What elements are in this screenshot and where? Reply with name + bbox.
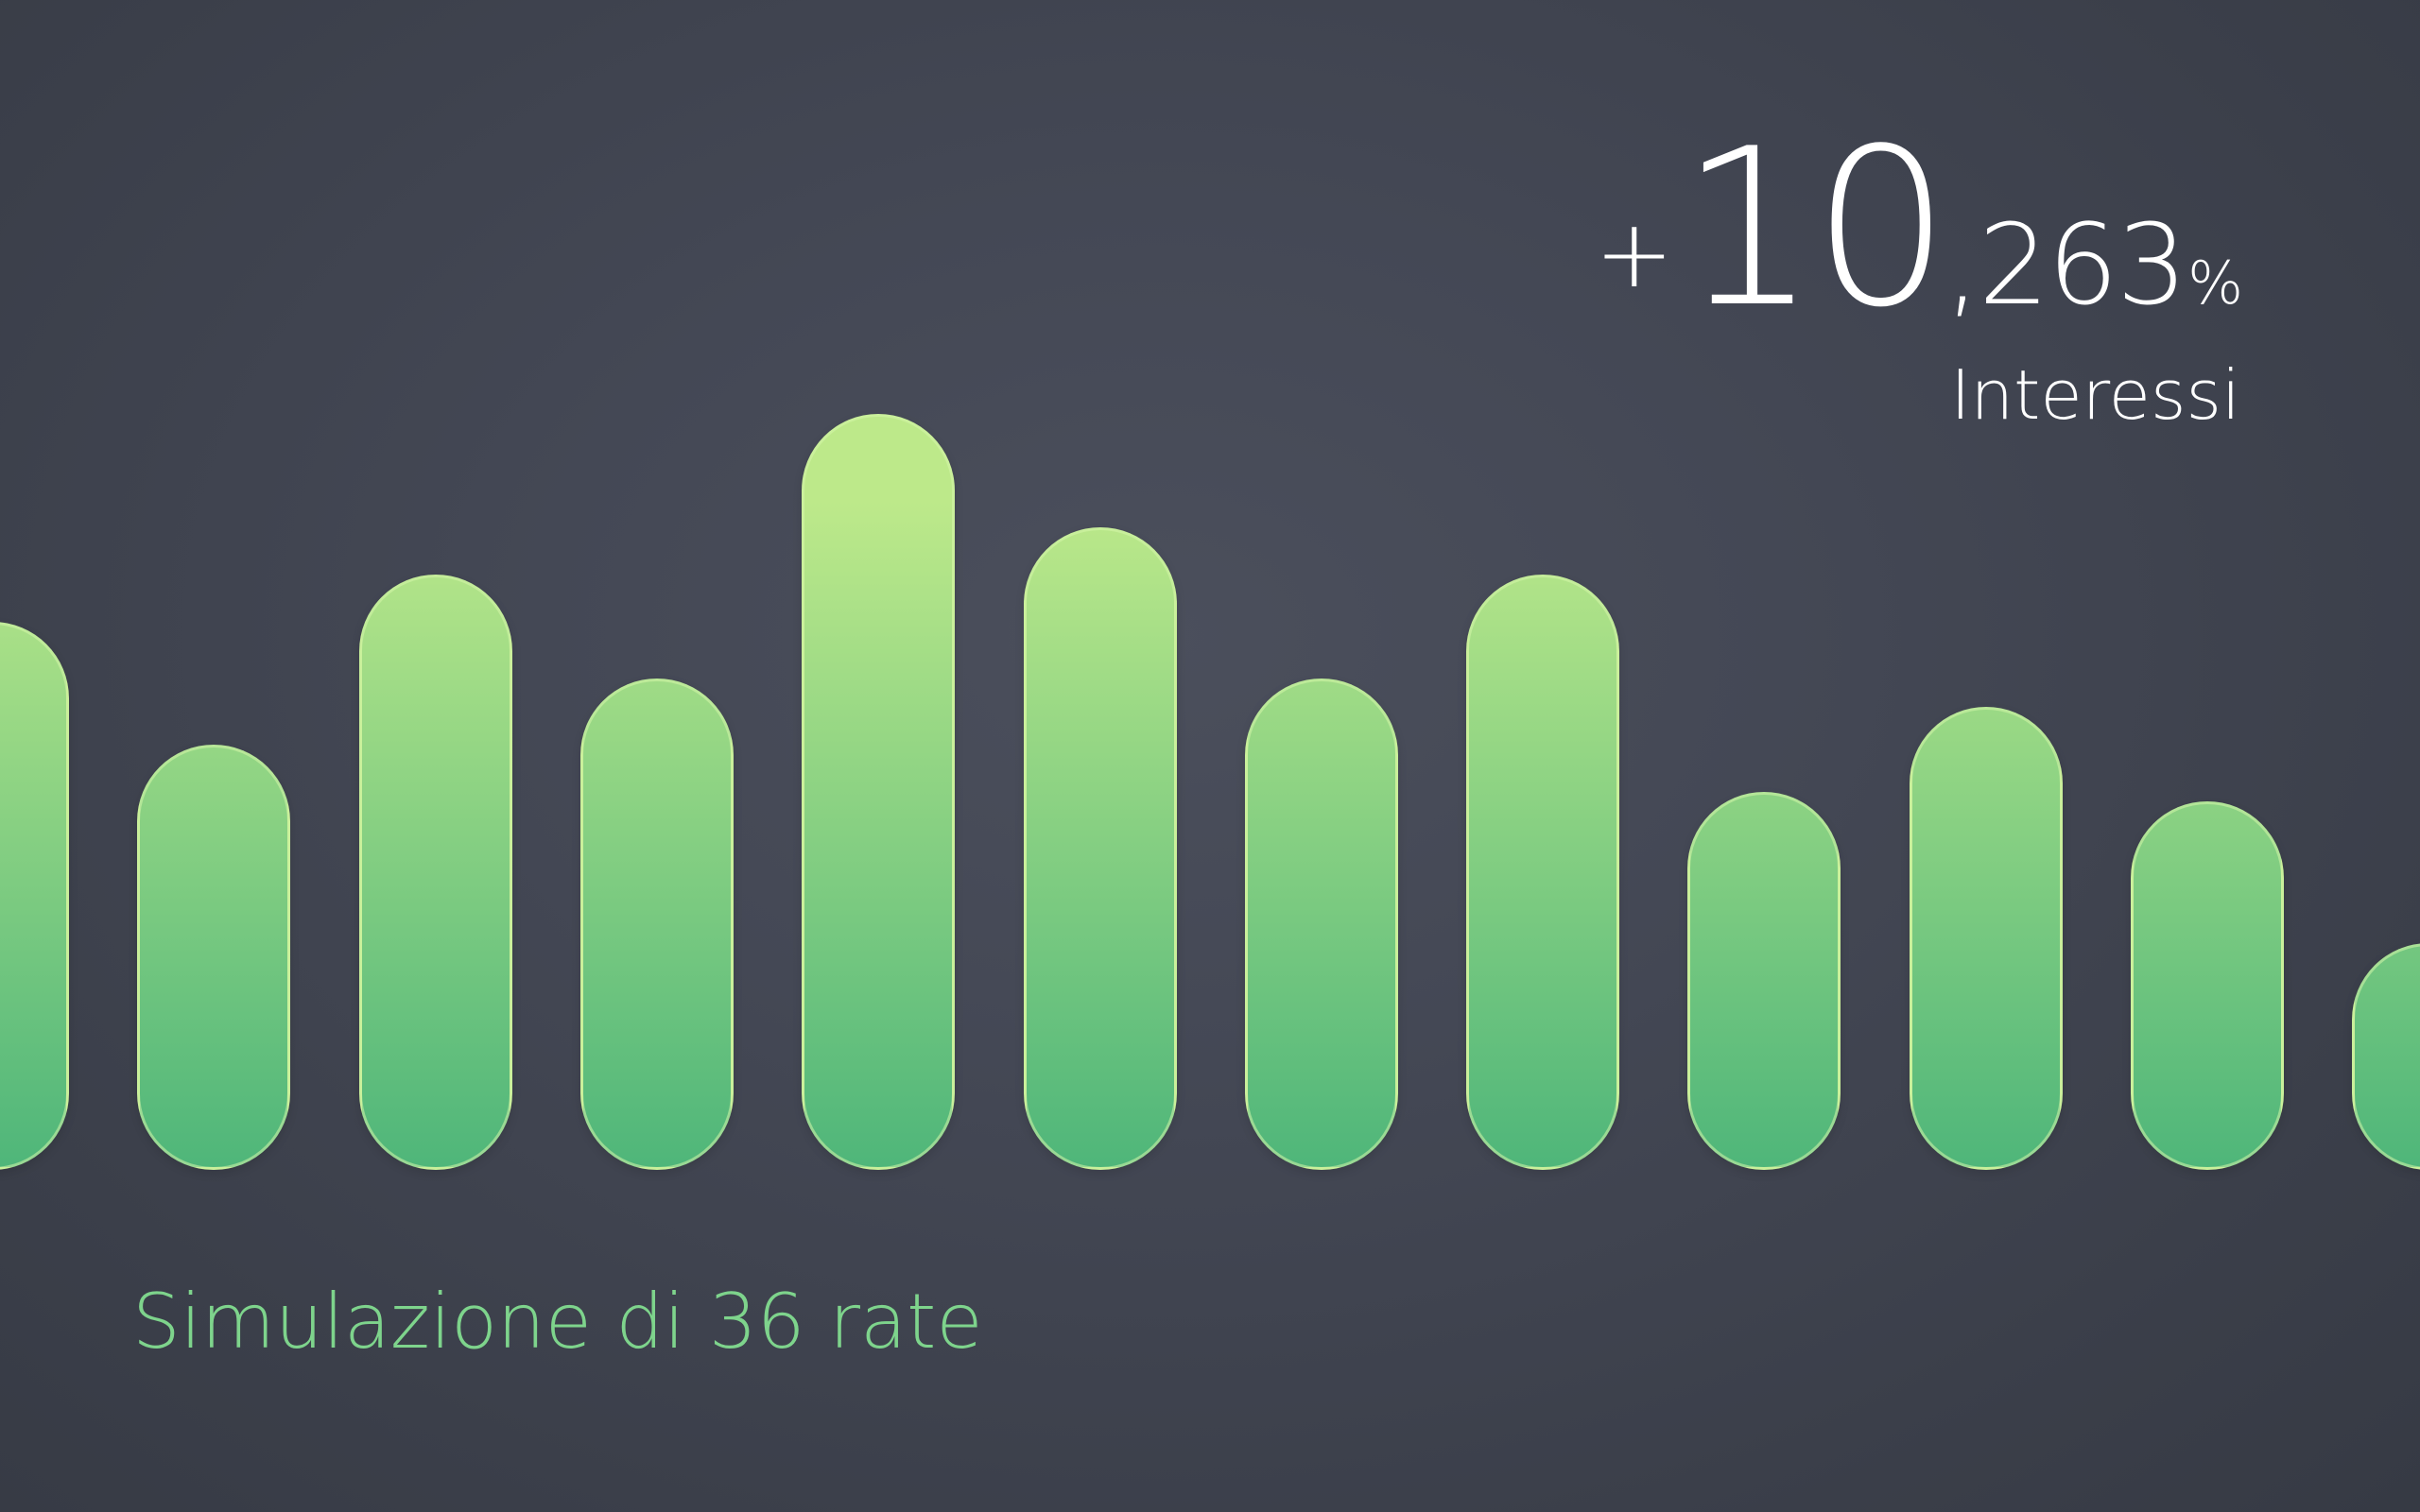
rate-decimal-part: ,263: [1945, 199, 2187, 330]
chart-bar: [1466, 575, 1619, 1170]
chart-bar: [802, 414, 955, 1170]
rate-integer-part: 10: [1679, 103, 1951, 355]
chart-bar: [2131, 801, 2284, 1170]
chart-bar: [0, 622, 69, 1170]
chart-bar: [1910, 707, 2063, 1170]
interest-rate-value: +10,263%: [1595, 121, 2243, 338]
chart-bar: [580, 679, 734, 1170]
chart-bar: [1687, 792, 1841, 1170]
chart-bar: [137, 745, 290, 1170]
simulation-caption: Simulazione di 36 rate: [132, 1278, 983, 1366]
interest-label: Interessi: [1950, 355, 2240, 435]
chart-bar: [1024, 527, 1177, 1170]
chart-bar: [1245, 679, 1398, 1170]
percent-sign: %: [2187, 249, 2243, 318]
chart-bar: [359, 575, 512, 1170]
chart-bar: [2352, 943, 2420, 1170]
plus-sign: +: [1594, 198, 1674, 309]
